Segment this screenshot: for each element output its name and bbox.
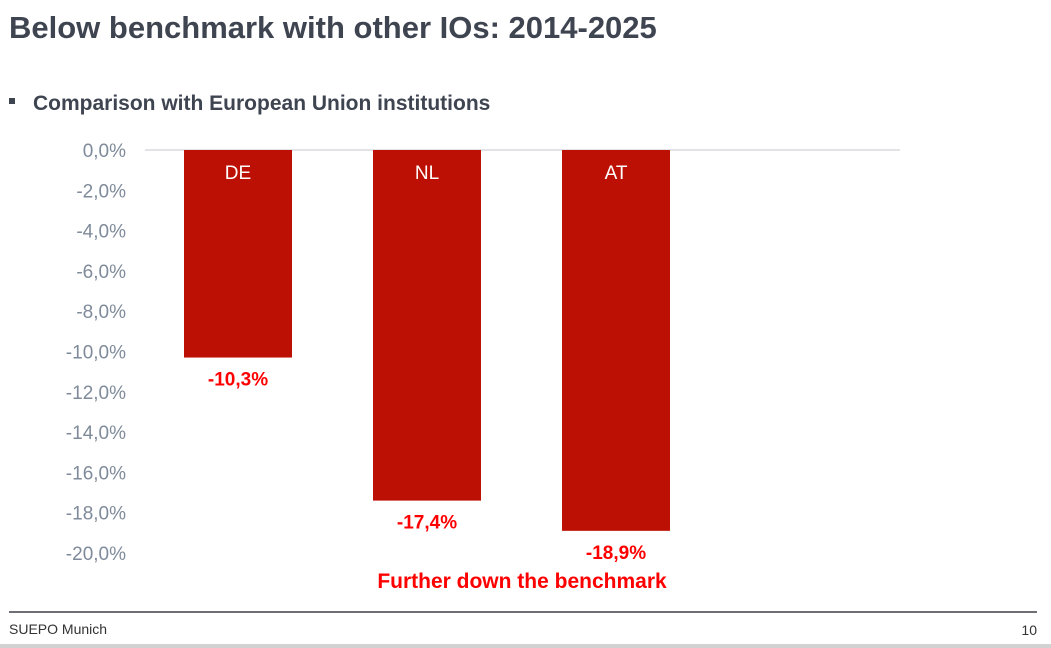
- bottom-band: [0, 644, 1051, 648]
- y-tick-label: -2,0%: [76, 181, 126, 202]
- data-label: -18,9%: [586, 543, 646, 564]
- bullet-icon: [9, 98, 15, 105]
- y-tick-label: -12,0%: [66, 383, 126, 404]
- data-label: -17,4%: [397, 513, 457, 534]
- bullet-text: Comparison with European Union instituti…: [33, 92, 491, 115]
- page-title: Below benchmark with other IOs: 2014-202…: [9, 10, 657, 45]
- footer-text: SUEPO Munich: [9, 621, 108, 637]
- chart-annotation: Further down the benchmark: [377, 570, 667, 593]
- category-label: AT: [605, 163, 628, 184]
- y-tick-label: -6,0%: [76, 262, 126, 283]
- y-tick-label: -20,0%: [66, 544, 126, 565]
- bar-nl: [373, 150, 481, 501]
- category-label: DE: [225, 163, 251, 184]
- y-tick-label: -14,0%: [66, 423, 126, 444]
- y-tick-label: -8,0%: [76, 302, 126, 323]
- data-label: -10,3%: [208, 370, 268, 391]
- bar-de: [184, 150, 292, 358]
- page-number: 10: [1021, 622, 1037, 638]
- y-tick-label: -10,0%: [66, 343, 126, 364]
- footer-divider: [9, 611, 1037, 613]
- bar-chart: 0,0% -2,0% -4,0% -6,0% -8,0% -10,0% -12,0% -14,…: [66, 141, 900, 593]
- y-tick-label: -4,0%: [76, 222, 126, 243]
- y-tick-label: 0,0%: [83, 141, 126, 162]
- bullet-heading: Comparison with European Union instituti…: [9, 92, 490, 116]
- bar-at: [562, 150, 670, 531]
- y-tick-label: -18,0%: [66, 504, 126, 525]
- category-label: NL: [415, 163, 439, 184]
- y-tick-label: -16,0%: [66, 463, 126, 484]
